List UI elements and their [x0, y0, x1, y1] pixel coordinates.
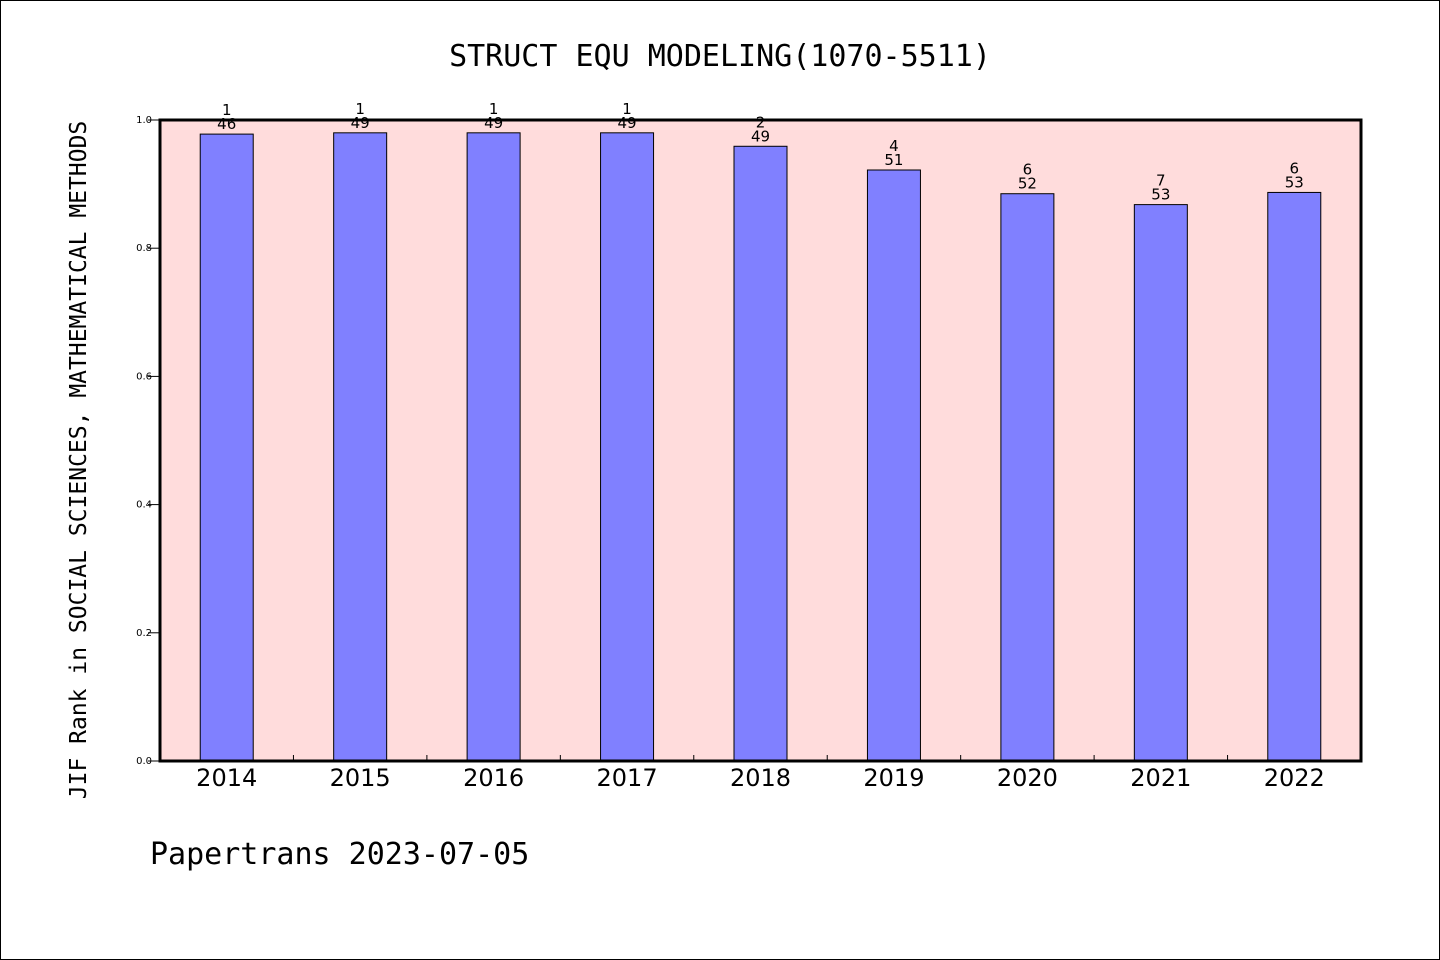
- bar-2014: [199, 133, 254, 762]
- y-tick-label-0.2: 0.2: [136, 628, 152, 639]
- y-axis-label: JIF Rank in SOCIAL SCIENCES, MATHEMATICA…: [66, 121, 92, 800]
- bar-rank-label-2020: 6: [1023, 161, 1033, 179]
- x-tick-label-2016: 2016: [463, 764, 524, 792]
- footer-credit: Papertrans 2023-07-05: [150, 837, 529, 872]
- x-tick-label-2018: 2018: [730, 764, 791, 792]
- plot-border: [158, 118, 1363, 763]
- bar-rank-label-2017: 1: [622, 100, 632, 118]
- bar-rank-label-2014: 1: [222, 101, 232, 119]
- y-tick-label-0.6: 0.6: [136, 371, 152, 382]
- bar-2021: [1133, 204, 1188, 762]
- bar-rank-label-2021: 7: [1156, 172, 1166, 190]
- y-tick-label-0.0: 0.0: [136, 756, 152, 767]
- bar-rank-label-2022: 6: [1290, 159, 1300, 177]
- bar-rank-label-2015: 1: [355, 100, 365, 118]
- bar-total-label-2018: 49: [751, 127, 770, 145]
- x-tick-label-2015: 2015: [330, 764, 391, 792]
- bar-rank-label-2018: 2: [756, 113, 766, 131]
- bar-total-label-2020: 52: [1018, 175, 1037, 193]
- x-tick-label-2022: 2022: [1264, 764, 1325, 792]
- bar-2020: [1000, 193, 1055, 762]
- bar-total-label-2017: 49: [618, 114, 637, 132]
- chart-title: STRUCT EQU MODELING(1070-5511): [449, 39, 991, 74]
- bar-rank-label-2016: 1: [489, 100, 499, 118]
- bar-2016: [466, 132, 521, 762]
- bar-total-label-2019: 51: [884, 151, 903, 169]
- x-tick-label-2017: 2017: [597, 764, 658, 792]
- bar-total-label-2022: 53: [1285, 173, 1304, 191]
- bar-2022: [1267, 191, 1322, 762]
- axis-ticks: 2014 2015 2016 2017 2018 2019 2020 2021 2022 0.0 0…: [136, 115, 1325, 792]
- bar-total-label-2016: 49: [484, 114, 503, 132]
- x-tick-label-2021: 2021: [1130, 764, 1191, 792]
- x-tick-label-2020: 2020: [997, 764, 1058, 792]
- y-tick-label-0.4: 0.4: [136, 500, 152, 511]
- y-tick-label-1.0: 1.0: [136, 115, 152, 126]
- bar-total-label-2015: 49: [351, 114, 370, 132]
- bar-2018: [733, 145, 788, 762]
- bar-2017: [600, 132, 655, 762]
- bar-2015: [333, 132, 388, 762]
- bar-rank-label-2019: 4: [889, 137, 899, 155]
- x-tick-label-2019: 2019: [863, 764, 924, 792]
- bar-total-label-2014: 46: [217, 115, 236, 133]
- bar-total-label-2021: 53: [1151, 186, 1170, 204]
- bar-2019: [866, 169, 921, 762]
- x-tick-label-2014: 2014: [196, 764, 257, 792]
- y-tick-label-0.8: 0.8: [136, 243, 152, 254]
